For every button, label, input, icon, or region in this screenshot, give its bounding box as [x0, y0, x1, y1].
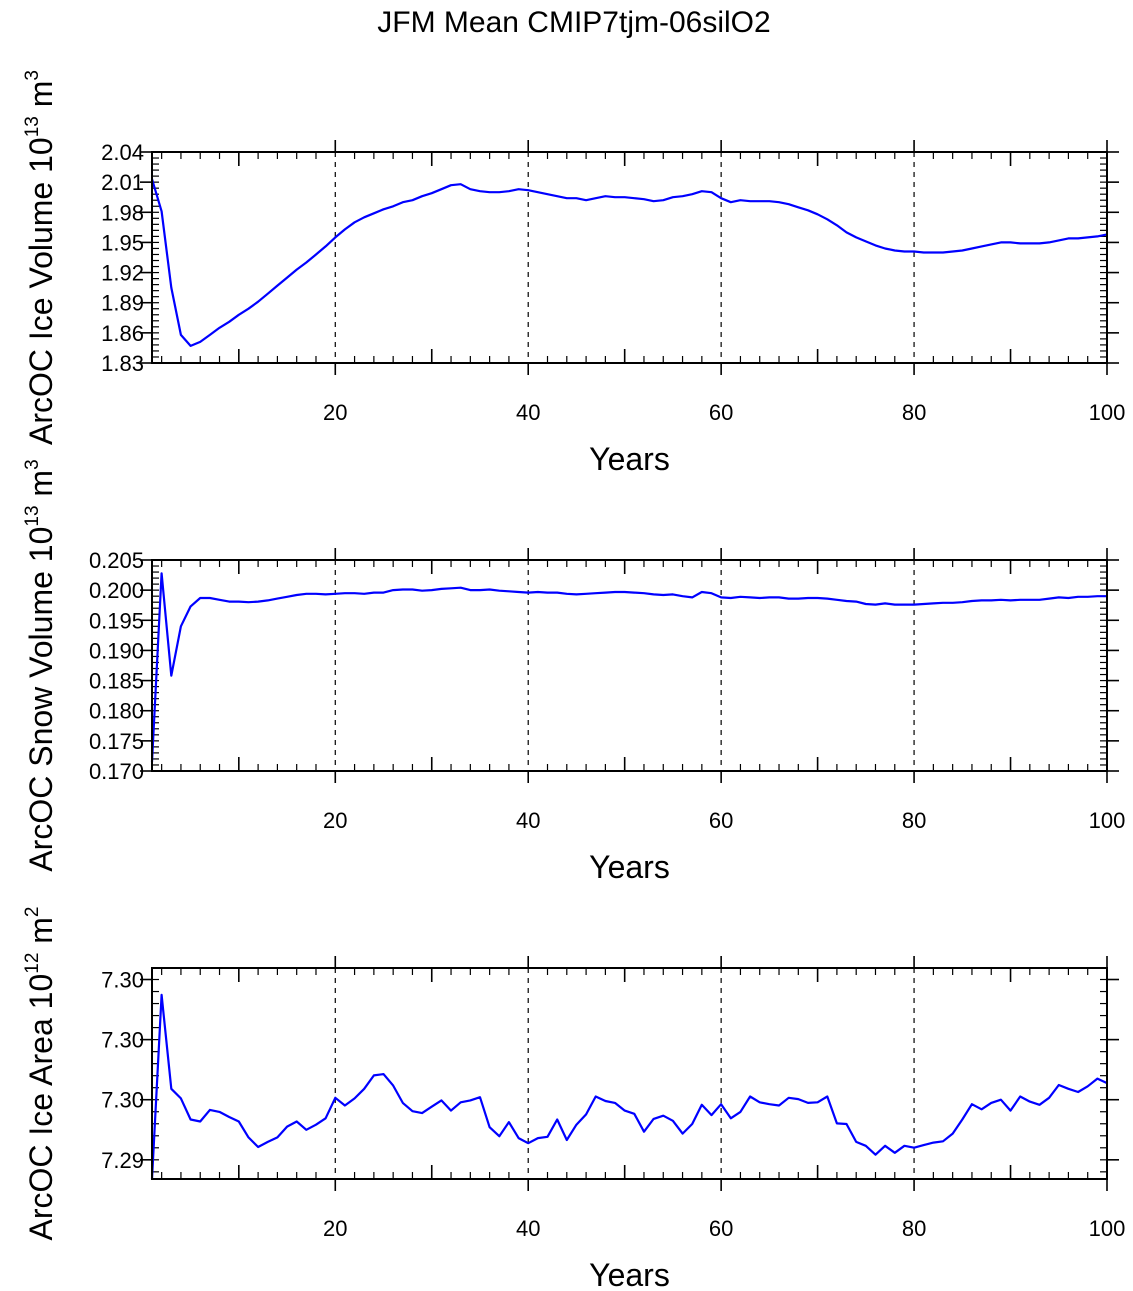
x-tick-label: 60 — [709, 1216, 733, 1241]
x-axis-title: Years — [589, 441, 670, 477]
y-tick-label: 7.29 — [101, 1148, 144, 1173]
x-tick-label: 80 — [902, 808, 926, 833]
y-tick-label: 7.30 — [101, 1028, 144, 1053]
plot-frame — [151, 151, 1108, 364]
y-tick-label: 0.170 — [89, 759, 144, 784]
y-axis-title: ArcOC Snow Volume 1013 m3 — [22, 459, 59, 871]
y-tick-label: 2.01 — [101, 170, 144, 195]
x-tick-label: 20 — [323, 808, 347, 833]
main-title: JFM Mean CMIP7tjm-06silO2 — [377, 6, 770, 39]
y-axis-title: ArcOC Ice Volume 1013 m3 — [22, 70, 59, 445]
y-tick-label: 0.200 — [89, 578, 144, 603]
y-tick-label: 0.190 — [89, 638, 144, 663]
plot-frame — [151, 967, 1108, 1180]
x-tick-label: 40 — [516, 1216, 540, 1241]
y-tick-label: 7.30 — [101, 968, 144, 993]
y-tick-label: 1.89 — [101, 291, 144, 316]
series-line — [150, 993, 1108, 1180]
series-line — [150, 572, 1107, 763]
x-tick-label: 20 — [323, 400, 347, 425]
x-axis-title: Years — [589, 849, 670, 885]
y-axis-title: ArcOC Ice Area 1012 m2 — [22, 906, 59, 1240]
y-tick-label: 0.185 — [89, 669, 144, 694]
y-tick-label: 2.04 — [101, 140, 144, 165]
y-tick-label: 7.30 — [101, 1088, 144, 1113]
series-line — [150, 178, 1108, 347]
x-tick-label: 100 — [1089, 808, 1126, 833]
y-tick-label: 1.92 — [101, 261, 144, 286]
y-tick-label: 1.83 — [101, 351, 144, 376]
y-tick-label: 0.180 — [89, 699, 144, 724]
y-tick-label: 1.98 — [101, 200, 144, 225]
chart-panel-1: 20 40 60 80 100 1.83 1.86 1.89 1.92 1.95 1.98 2.01 2… — [22, 70, 1125, 477]
x-tick-label: 60 — [709, 808, 733, 833]
y-tick-label: 0.175 — [89, 729, 144, 754]
x-tick-label: 100 — [1089, 400, 1126, 425]
y-tick-label: 1.86 — [101, 321, 144, 346]
plot-frame — [151, 559, 1108, 772]
x-tick-label: 60 — [709, 400, 733, 425]
x-tick-label: 40 — [516, 400, 540, 425]
x-tick-label: 40 — [516, 808, 540, 833]
x-tick-label: 20 — [323, 1216, 347, 1241]
y-tick-label: 0.195 — [89, 608, 144, 633]
y-tick-label: 0.205 — [89, 548, 144, 573]
chart-panel-2: 20 40 60 80 100 0.170 0.175 0.180 0.185 0.190 0.19… — [22, 459, 1125, 885]
x-axis-title: Years — [589, 1257, 670, 1291]
chart-panel-3: 20 40 60 80 100 7.29 7.30 7.30 7.30 Years ArcOC Ic… — [22, 906, 1125, 1291]
x-tick-label: 100 — [1089, 1216, 1126, 1241]
y-tick-label: 1.95 — [101, 230, 144, 255]
x-tick-label: 80 — [902, 1216, 926, 1241]
x-tick-label: 80 — [902, 400, 926, 425]
